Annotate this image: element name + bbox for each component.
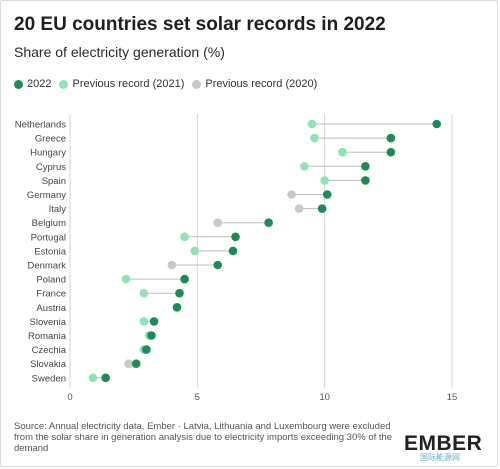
category-label-netherlands: Netherlands: [15, 120, 66, 131]
point-2022-belgium: [264, 218, 273, 227]
legend-label-2020: Previous record (2020): [205, 78, 318, 90]
x-tick-label-0: 0: [67, 392, 72, 403]
legend-item-2021: Previous record (2021): [59, 78, 184, 90]
point-2022-hungary: [386, 147, 396, 157]
category-label-sweden: Sweden: [32, 373, 66, 384]
watermark: 国际能源网: [420, 453, 460, 462]
source-note: Source: Annual electricity data, Ember ·…: [14, 421, 393, 454]
point-2022-portugal: [231, 232, 240, 242]
point-2021-poland: [121, 274, 131, 284]
point-2021-netherlands: [307, 119, 317, 129]
point-2020-germany: [287, 190, 296, 199]
category-label-cyprus: Cyprus: [36, 162, 66, 173]
chart-title: 20 EU countries set solar records in 202…: [14, 14, 386, 35]
point-2022-germany: [322, 190, 332, 199]
point-2022-slovakia: [131, 359, 141, 369]
point-2022-sweden: [101, 373, 110, 383]
legend-dot-2021: [59, 79, 69, 89]
point-2020-denmark: [167, 260, 177, 270]
legend-item-2020: Previous record (2020): [192, 78, 317, 90]
point-2022-cyprus: [361, 162, 370, 171]
point-2020-slovakia: [124, 359, 133, 369]
category-label-italy: Italy: [49, 204, 67, 215]
category-label-germany: Germany: [27, 190, 66, 201]
category-label-estonia: Estonia: [34, 246, 66, 257]
category-label-czechia: Czechia: [32, 345, 67, 356]
category-label-poland: Poland: [36, 275, 66, 286]
category-label-hungary: Hungary: [30, 148, 66, 159]
category-label-slovakia: Slovakia: [30, 359, 67, 370]
category-label-austria: Austria: [36, 303, 66, 314]
category-label-portugal: Portugal: [31, 232, 66, 243]
point-2020-italy: [294, 204, 304, 213]
category-label-denmark: Denmark: [27, 261, 66, 272]
point-2022-denmark: [213, 260, 223, 270]
point-2022-france: [175, 288, 184, 298]
chart-subtitle: Share of electricity generation (%): [14, 44, 225, 60]
point-2022-spain: [361, 176, 370, 185]
category-label-spain: Spain: [42, 176, 66, 187]
point-2022-romania: [147, 331, 156, 340]
point-2021-slovenia: [139, 317, 149, 326]
category-label-belgium: Belgium: [32, 218, 66, 229]
ember-logo: EMBER: [404, 432, 483, 455]
point-2021-cyprus: [299, 162, 309, 171]
point-2021-france: [139, 288, 149, 298]
category-label-romania: Romania: [28, 331, 67, 342]
legend-item-2022: 2022: [14, 78, 51, 90]
x-tick-label-5: 5: [195, 392, 200, 403]
point-2020-belgium: [213, 218, 223, 227]
point-2021-portugal: [180, 232, 189, 242]
point-2022-greece: [386, 133, 396, 143]
point-2021-spain: [320, 176, 329, 185]
point-2022-italy: [317, 204, 327, 213]
category-label-slovenia: Slovenia: [30, 317, 67, 328]
legend-dot-2020: [192, 79, 202, 89]
legend-dot-2022: [14, 79, 23, 89]
category-label-greece: Greece: [35, 134, 66, 145]
point-2022-estonia: [228, 246, 238, 256]
point-2022-netherlands: [432, 119, 442, 129]
point-2022-slovenia: [149, 317, 159, 326]
point-2021-estonia: [190, 246, 200, 256]
point-2022-czechia: [142, 345, 151, 354]
legend-label-2021: Previous record (2021): [72, 78, 185, 90]
x-tick-label-15: 15: [447, 392, 458, 403]
x-tick-label-10: 10: [319, 392, 330, 403]
point-2021-hungary: [338, 147, 347, 157]
legend: 2022 Previous record (2021) Previous rec…: [14, 78, 317, 90]
point-2022-austria: [172, 303, 182, 312]
point-2021-greece: [310, 133, 319, 143]
point-2022-poland: [180, 274, 189, 284]
category-label-france: France: [36, 289, 66, 300]
legend-label-2022: 2022: [27, 78, 52, 90]
point-2021-sweden: [88, 373, 98, 383]
